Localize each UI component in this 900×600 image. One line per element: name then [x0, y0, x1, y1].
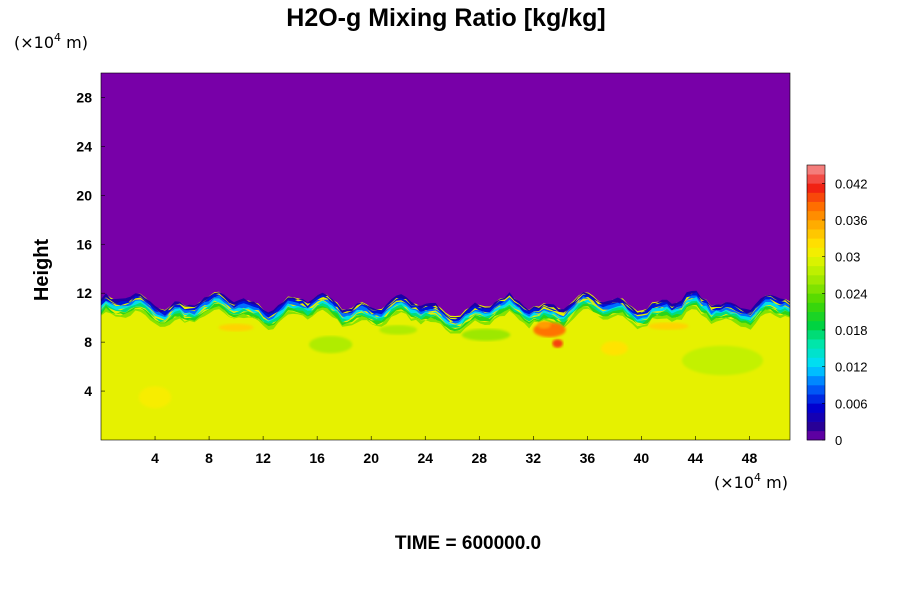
- colorbar-segment: [807, 275, 825, 285]
- x-tick-label: 16: [309, 450, 325, 466]
- y-unit-suffix: m): [61, 33, 88, 52]
- x-tick-label: 24: [417, 450, 433, 466]
- heatmap-feature: [648, 322, 689, 330]
- colorbar: [807, 165, 825, 441]
- colorbar-segment: [807, 229, 825, 239]
- heatmap-features: [138, 321, 763, 409]
- colorbar-tick-label: 0.024: [835, 286, 868, 301]
- heatmap-upper-region: [101, 73, 790, 316]
- heatmap-feature: [379, 325, 418, 335]
- colorbar-segment: [807, 174, 825, 184]
- x-tick-label: 40: [634, 450, 650, 466]
- colorbar-segment: [807, 421, 825, 432]
- heatmap-transition-bands: [101, 290, 790, 334]
- colorbar-tick-label: 0.012: [835, 360, 868, 375]
- heatmap-feature: [552, 339, 563, 348]
- heatmap-feature: [138, 386, 172, 409]
- x-tick-label: 4: [151, 450, 159, 466]
- y-tick-label: 4: [84, 383, 92, 399]
- heatmap-feature: [218, 323, 254, 332]
- y-tick-label: 12: [76, 285, 92, 301]
- colorbar-segment: [807, 256, 825, 267]
- transition-band: [101, 292, 790, 323]
- colorbar-tick-label: 0.042: [835, 176, 868, 191]
- colorbar-segment: [807, 284, 825, 294]
- x-tick-label: 36: [580, 450, 596, 466]
- y-tick-label: 20: [76, 187, 92, 203]
- colorbar-segment: [807, 165, 825, 175]
- x-tick-label: 32: [526, 450, 542, 466]
- colorbar-ticks: 0 0.006 0.012 0.018 0.024 0.03 0.036 0.042: [822, 176, 868, 448]
- heatmap-feature: [461, 328, 511, 341]
- y-axis-ticks: 4 8 12 16 20 24 28: [76, 89, 105, 399]
- heatmap-feature: [309, 336, 353, 354]
- heatmap-feature: [600, 341, 628, 356]
- colorbar-segment: [807, 348, 825, 358]
- colorbar-segment: [807, 265, 825, 276]
- x-tick-label: 8: [205, 450, 213, 466]
- x-axis-ticks: 4 8 12 16 20 24 28 32 36 40 44 48: [151, 436, 757, 466]
- colorbar-frame: [806, 164, 826, 441]
- y-unit-prefix: (×10: [14, 33, 54, 52]
- colorbar-segment: [807, 183, 825, 193]
- plot-frame: [100, 72, 791, 441]
- y-axis-label: Height: [31, 239, 53, 302]
- chart-title: H2O-g Mixing Ratio [kg/kg]: [286, 4, 605, 32]
- y-tick-label: 16: [76, 236, 92, 252]
- colorbar-segment: [807, 330, 825, 340]
- y-tick-label: 8: [84, 334, 92, 350]
- x-unit-prefix: (×10: [714, 473, 754, 492]
- colorbar-segment: [807, 302, 825, 312]
- x-tick-label: 20: [363, 450, 379, 466]
- x-unit-exponent: 4: [754, 471, 761, 484]
- colorbar-segment: [807, 192, 825, 202]
- colorbar-segment: [807, 412, 825, 422]
- colorbar-segment: [807, 357, 825, 367]
- y-tick-label: 28: [76, 89, 92, 105]
- colorbar-segment: [807, 220, 825, 230]
- transition-band: [101, 305, 790, 334]
- colorbar-tick-label: 0.006: [835, 396, 868, 411]
- transition-band: [101, 295, 790, 324]
- colorbar-segment: [807, 375, 825, 386]
- y-axis-unit: (×104 m): [14, 31, 88, 52]
- heatmap-feature: [537, 321, 551, 329]
- x-tick-label: 28: [471, 450, 487, 466]
- colorbar-segment: [807, 293, 825, 303]
- colorbar-segment: [807, 201, 825, 212]
- x-tick-label: 12: [255, 450, 271, 466]
- colorbar-segment: [807, 366, 825, 377]
- colorbar-segment: [807, 311, 825, 322]
- time-annotation: TIME = 600000.0: [395, 533, 541, 554]
- colorbar-segment: [807, 247, 825, 257]
- x-axis-unit: (×104 m): [714, 471, 788, 492]
- transition-band: [101, 302, 790, 332]
- heatmap-plot-area: [101, 73, 790, 440]
- transition-band: [101, 290, 790, 319]
- colorbar-segment: [807, 320, 825, 331]
- transition-band: [101, 300, 790, 328]
- colorbar-tick-label: 0.018: [835, 323, 868, 338]
- colorbar-segment: [807, 385, 825, 395]
- heatmap-feature: [682, 345, 763, 376]
- colorbar-tick-label: 0.036: [835, 213, 868, 228]
- colorbar-tick-label: 0.03: [835, 250, 860, 265]
- colorbar-segment: [807, 238, 825, 248]
- colorbar-segment: [807, 339, 825, 349]
- colorbar-segment: [807, 430, 825, 441]
- x-tick-label: 44: [688, 450, 704, 466]
- x-tick-label: 48: [742, 450, 758, 466]
- y-unit-exponent: 4: [54, 31, 61, 44]
- colorbar-segment: [807, 394, 825, 404]
- colorbar-tick-label: 0: [835, 433, 842, 448]
- colorbar-segment: [807, 210, 825, 221]
- colorbar-segment: [807, 403, 825, 413]
- y-tick-label: 24: [76, 138, 92, 154]
- x-unit-suffix: m): [761, 473, 788, 492]
- transition-band: [101, 297, 790, 326]
